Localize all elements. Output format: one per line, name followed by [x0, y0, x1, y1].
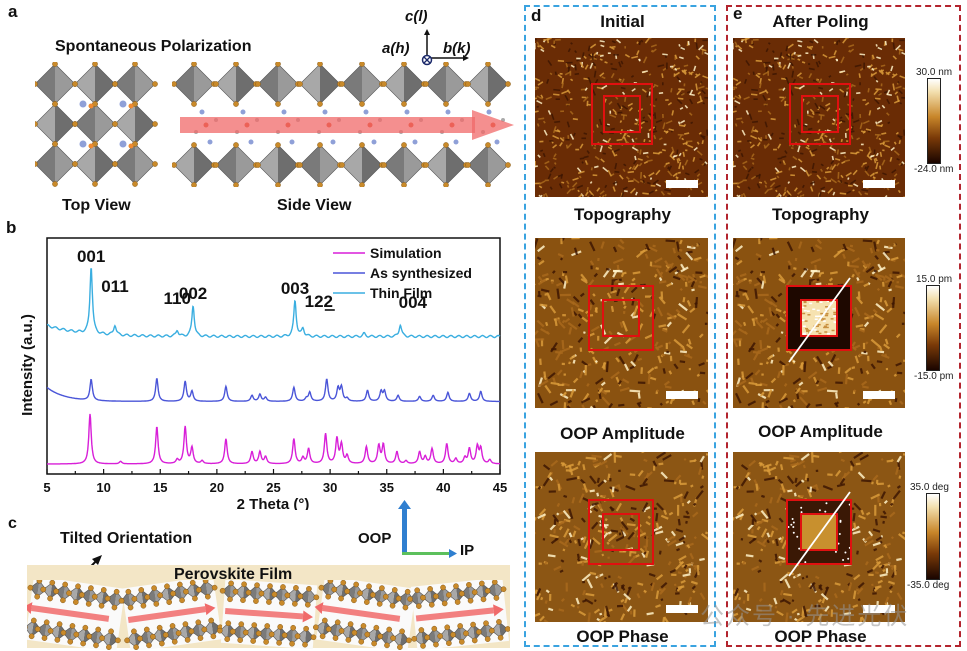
panel-e-frame [726, 5, 961, 647]
peak-label-003: 003 [281, 279, 309, 298]
panel-d-frame [524, 5, 716, 647]
afm-d-topography [535, 38, 708, 197]
scale-bar [666, 391, 698, 399]
x-axis-label: 2 Theta (°) [237, 496, 310, 510]
y-axis-label: Intensity (a.u.) [19, 314, 36, 416]
x-tick-label: 10 [96, 480, 110, 495]
peak-label-001: 001 [77, 247, 105, 266]
series-line-thin-film [47, 268, 501, 339]
poling-region-outer [588, 499, 654, 565]
tilted-orientation-label: Tilted Orientation [60, 530, 193, 547]
series-line-simulation [47, 413, 501, 465]
panel-label-c: c [8, 515, 17, 532]
oop-ip-axes-icon [398, 500, 457, 558]
scale-bar [863, 391, 895, 399]
axis-c-label: c(l) [405, 8, 428, 25]
afm-e-amplitude [733, 238, 905, 408]
poling-region-inner [602, 299, 640, 337]
caption-d-amplitude: OOP Amplitude [560, 424, 685, 443]
x-tick-label: 45 [493, 480, 507, 495]
afm-e-phase [733, 452, 905, 622]
caption-d-topography: Topography [574, 205, 671, 224]
ip-label: IP [460, 542, 475, 559]
top-view-structure [35, 62, 158, 187]
legend-entry: Simulation [370, 245, 442, 261]
poling-region-outer [789, 83, 851, 145]
poling-region-inner [603, 95, 641, 133]
poling-region-inner [602, 513, 640, 551]
watermark: 公众号 · 先进光伏 [700, 603, 910, 630]
colorbar-phase-min: -35.0 deg [907, 580, 950, 591]
colorbar-phase [926, 493, 940, 580]
scale-bar [863, 605, 895, 613]
afm-d-phase [535, 452, 708, 622]
panel-a-title: Spontaneous Polarization [55, 38, 252, 55]
panel-label-b: b [6, 218, 17, 237]
poling-region-inner [801, 95, 839, 133]
colorbar-topography-max: 30.0 nm [916, 67, 953, 78]
colorbar-phase-max: 35.0 deg [910, 482, 949, 493]
poling-region-outer [786, 285, 852, 351]
afm-e-topography [733, 38, 905, 197]
axis-b-label: b(k) [443, 40, 471, 57]
legend-entry: As synthesized [370, 265, 472, 281]
perovskite-film-label: Perovskite Film [174, 566, 293, 583]
line-profile [788, 491, 851, 577]
afm-d-amplitude [535, 238, 708, 408]
poling-region-inner [800, 299, 838, 337]
panel-e-header: After Poling [772, 12, 869, 31]
poling-region-outer [588, 285, 654, 351]
colorbar-amplitude [926, 285, 940, 371]
scale-bar [666, 180, 698, 188]
caption-e-amplitude: OOP Amplitude [758, 422, 883, 441]
colorbar-topography-min: -24.0 nm [914, 164, 954, 175]
x-tick-label: 35 [380, 480, 394, 495]
panel-label-d: d [531, 6, 542, 25]
poling-region-outer [786, 499, 852, 565]
scale-bar [863, 180, 895, 188]
panel-label-a: a [8, 2, 18, 21]
peak-label-122: 122 [305, 292, 333, 311]
caption-e-topography: Topography [772, 205, 869, 224]
peak-label-011: 011 [101, 277, 128, 296]
legend-entry: Thin Film [370, 285, 432, 301]
series-line-as-synthesized [46, 378, 500, 403]
panel-label-e: e [733, 4, 743, 23]
oop-label: OOP [358, 530, 392, 547]
x-tick-label: 20 [210, 480, 224, 495]
scale-bar [666, 605, 698, 613]
crystal-axes-icon [421, 29, 469, 66]
poling-region-outer [591, 83, 653, 145]
colorbar-amplitude-max: 15.0 pm [916, 274, 953, 285]
caption-e-phase: OOP Phase [774, 627, 867, 646]
axis-a-label: a(h) [382, 40, 410, 57]
line-profile [788, 277, 851, 363]
side-view-label: Side View [277, 197, 352, 214]
colorbar-topography [927, 78, 941, 164]
peak-label-110: 110 [164, 289, 191, 308]
x-tick-label: 25 [266, 480, 280, 495]
colorbar-amplitude-min: -15.0 pm [914, 371, 954, 382]
caption-d-phase: OOP Phase [576, 627, 669, 646]
peak-label-004: 004 [399, 293, 428, 312]
top-view-label: Top View [62, 197, 131, 214]
polarization-arrow [180, 117, 475, 133]
side-view-structure [172, 62, 514, 187]
x-tick-label: 40 [436, 480, 450, 495]
x-tick-label: 30 [323, 480, 337, 495]
x-tick-label: 5 [43, 480, 50, 495]
poling-region-inner [800, 513, 838, 551]
x-tick-label: 15 [153, 480, 167, 495]
panel-d-header: Initial [600, 12, 645, 31]
peak-label-002: 002 [179, 284, 207, 303]
tilted-domains [27, 580, 510, 650]
